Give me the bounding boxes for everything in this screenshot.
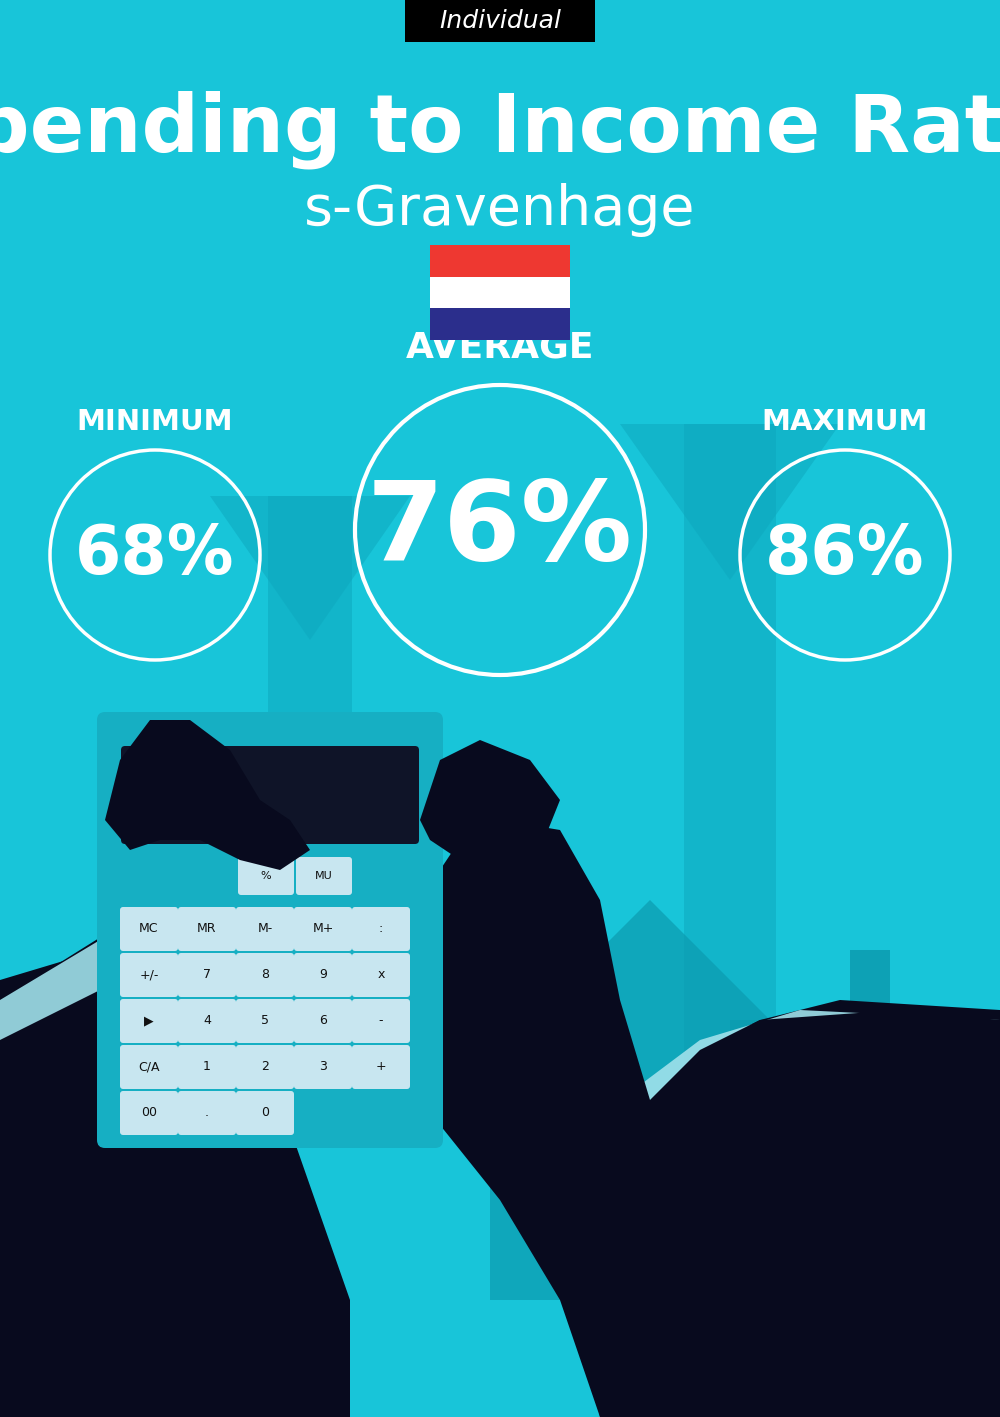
Bar [621,1226,679,1299]
FancyBboxPatch shape [236,999,294,1043]
Text: MAXIMUM: MAXIMUM [762,408,928,436]
FancyBboxPatch shape [238,857,294,896]
Text: 8: 8 [261,968,269,982]
Polygon shape [210,496,410,640]
Text: MR: MR [197,922,217,935]
FancyBboxPatch shape [294,954,352,998]
Polygon shape [0,910,290,1040]
Polygon shape [380,820,1000,1417]
Text: 6: 6 [319,1015,327,1027]
Text: MINIMUM: MINIMUM [77,408,233,436]
Text: 86%: 86% [765,521,925,588]
Text: +/-: +/- [139,968,159,982]
FancyBboxPatch shape [294,1044,352,1090]
Bar [430,276,570,309]
FancyBboxPatch shape [178,1044,236,1090]
FancyBboxPatch shape [120,999,178,1043]
Bar [405,0,595,43]
Text: M-: M- [257,922,273,935]
Polygon shape [268,496,352,1119]
Text: :: : [379,922,383,935]
Text: -: - [379,1015,383,1027]
Polygon shape [420,740,560,870]
FancyBboxPatch shape [178,999,236,1043]
Bar [760,1304,880,1316]
FancyBboxPatch shape [352,954,410,998]
Bar [430,309,570,340]
Polygon shape [620,1010,1000,1141]
Polygon shape [490,1080,810,1299]
Text: 4: 4 [203,1015,211,1027]
Bar [850,949,890,1005]
Text: .: . [205,1107,209,1119]
FancyBboxPatch shape [236,1044,294,1090]
Text: 2: 2 [261,1060,269,1074]
FancyBboxPatch shape [120,1044,178,1090]
Text: 1: 1 [203,1060,211,1074]
Text: M+: M+ [312,922,334,935]
FancyBboxPatch shape [178,907,236,951]
Bar [730,1020,760,1080]
FancyBboxPatch shape [352,1044,410,1090]
FancyBboxPatch shape [236,907,294,951]
Text: 76%: 76% [367,476,633,584]
FancyBboxPatch shape [120,907,178,951]
Bar [760,1340,880,1352]
Text: +: + [376,1060,386,1074]
Text: C/A: C/A [138,1060,160,1074]
Text: $: $ [756,1179,784,1221]
Text: 3: 3 [319,1060,327,1074]
Polygon shape [684,424,776,1100]
Bar [760,1376,880,1389]
FancyBboxPatch shape [352,907,410,951]
Text: Individual: Individual [439,9,561,33]
Text: 00: 00 [141,1107,157,1119]
Polygon shape [0,820,340,1417]
Text: %: % [261,871,271,881]
Bar [430,245,570,276]
FancyBboxPatch shape [97,711,443,1148]
Text: 7: 7 [203,968,211,982]
FancyBboxPatch shape [296,857,352,896]
Bar [760,1322,880,1333]
Circle shape [775,1056,965,1246]
Bar [760,1268,880,1280]
Polygon shape [580,1000,1000,1417]
FancyBboxPatch shape [120,954,178,998]
Text: $: $ [843,1112,897,1187]
FancyBboxPatch shape [352,999,410,1043]
Text: 0: 0 [261,1107,269,1119]
FancyBboxPatch shape [294,999,352,1043]
FancyBboxPatch shape [294,907,352,951]
FancyBboxPatch shape [236,1091,294,1135]
Text: x: x [377,968,385,982]
Text: 5: 5 [261,1015,269,1027]
FancyBboxPatch shape [178,954,236,998]
FancyBboxPatch shape [178,1091,236,1135]
Text: ▶: ▶ [144,1015,154,1027]
FancyBboxPatch shape [121,745,419,845]
Polygon shape [620,424,840,580]
Text: MU: MU [315,871,333,881]
Polygon shape [0,949,350,1417]
Text: 9: 9 [319,968,327,982]
FancyBboxPatch shape [236,954,294,998]
Text: s-Gravenhage: s-Gravenhage [304,183,696,237]
Bar [760,1287,880,1298]
Circle shape [710,1141,830,1260]
FancyBboxPatch shape [120,1091,178,1135]
Text: Spending to Income Ratio: Spending to Income Ratio [0,91,1000,169]
Text: AVERAGE: AVERAGE [406,330,594,364]
Polygon shape [470,900,830,1080]
Text: MC: MC [139,922,159,935]
Polygon shape [105,720,310,870]
Text: 68%: 68% [75,521,235,588]
Bar [760,1357,880,1370]
